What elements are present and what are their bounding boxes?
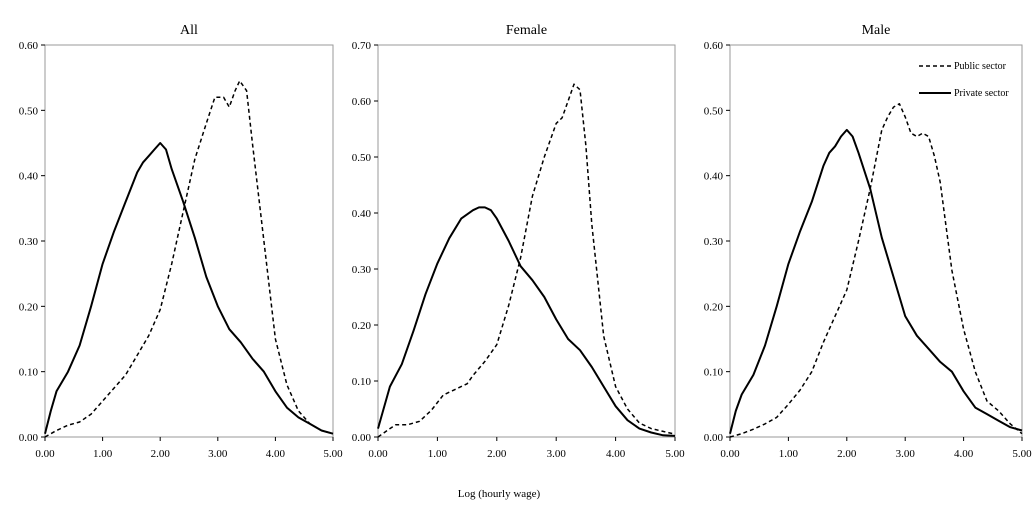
y-tick-label: 0.70: [352, 40, 372, 52]
y-tick-label: 0.40: [352, 208, 372, 220]
panels: All 0.00 0.10 0.20 0.30 0.40 0.50 0.60 0.00 1.00 2…: [19, 23, 1032, 460]
y-tick-label: 0.60: [19, 40, 39, 52]
x-tick-label: 2.00: [151, 448, 171, 460]
x-tick-label: 0.00: [368, 448, 388, 460]
y-tick-label: 0.20: [19, 301, 39, 313]
legend-label: Public sector: [954, 61, 1007, 72]
panel-title: All: [180, 23, 198, 38]
y-tick-label: 0.00: [19, 432, 39, 444]
y-tick-label: 0.40: [704, 171, 724, 183]
legend-label: Private sector: [954, 88, 1009, 99]
legend: Public sector Private sector: [919, 61, 1009, 99]
y-tick-label: 0.50: [352, 152, 372, 164]
private-sector-line: [44, 142, 334, 435]
y-tick-label: 0.50: [704, 105, 724, 117]
y-tick-label: 0.30: [19, 236, 39, 248]
x-tick-label: 0.00: [720, 448, 740, 460]
x-tick-label: 2.00: [487, 448, 507, 460]
y-tick-label: 0.10: [704, 367, 724, 379]
public-sector-line: [377, 83, 676, 438]
y-tick-label: 0.60: [704, 40, 724, 52]
plot-frame: [377, 44, 676, 438]
public-sector-line: [729, 103, 1023, 438]
x-tick-label: 5.00: [323, 448, 343, 460]
chart-panel-all: All 0.00 0.10 0.20 0.30 0.40 0.50 0.60 0.00 1.00 2…: [19, 23, 343, 460]
y-tick-label: 0.10: [19, 367, 39, 379]
x-tick-label: 1.00: [428, 448, 448, 460]
x-tick-label: 1.00: [93, 448, 113, 460]
y-tick-label: 0.20: [352, 320, 372, 332]
plot-frame: [729, 44, 1023, 438]
x-tick-label: 2.00: [837, 448, 857, 460]
x-tick-label: 4.00: [606, 448, 626, 460]
y-tick-label: 0.40: [19, 171, 39, 183]
y-tick-label: 0.00: [704, 432, 724, 444]
x-tick-label: 5.00: [665, 448, 685, 460]
x-tick-label: 3.00: [896, 448, 916, 460]
y-tick-label: 0.10: [352, 376, 372, 388]
y-tick-label: 0.30: [704, 236, 724, 248]
public-sector-line: [44, 80, 334, 438]
y-tick-label: 0.50: [19, 105, 39, 117]
x-tick-label: 3.00: [547, 448, 567, 460]
x-tick-label: 4.00: [266, 448, 286, 460]
x-tick-label: 1.00: [779, 448, 799, 460]
y-tick-label: 0.60: [352, 96, 372, 108]
chart-panel-male: Male 0.00 0.10 0.20 0.30 0.40 0.50 0.60 0.00 1.00…: [704, 23, 1032, 460]
panel-title: Male: [862, 23, 891, 38]
x-tick-label: 3.00: [208, 448, 228, 460]
chart-panel-female: Female 0.00 0.10 0.20 0.30 0.40 0.50 0.60 0.70 0.…: [352, 23, 685, 460]
private-sector-line: [729, 128, 1023, 434]
x-axis-label: Log (hourly wage): [458, 488, 541, 500]
y-tick-label: 0.20: [704, 301, 724, 313]
private-sector-line: [377, 206, 676, 437]
plot-frame: [44, 44, 334, 438]
x-tick-label: 4.00: [954, 448, 974, 460]
x-tick-label: 5.00: [1012, 448, 1032, 460]
y-tick-label: 0.00: [352, 432, 372, 444]
panel-title: Female: [506, 23, 547, 38]
y-tick-label: 0.30: [352, 264, 372, 276]
x-tick-label: 0.00: [35, 448, 55, 460]
